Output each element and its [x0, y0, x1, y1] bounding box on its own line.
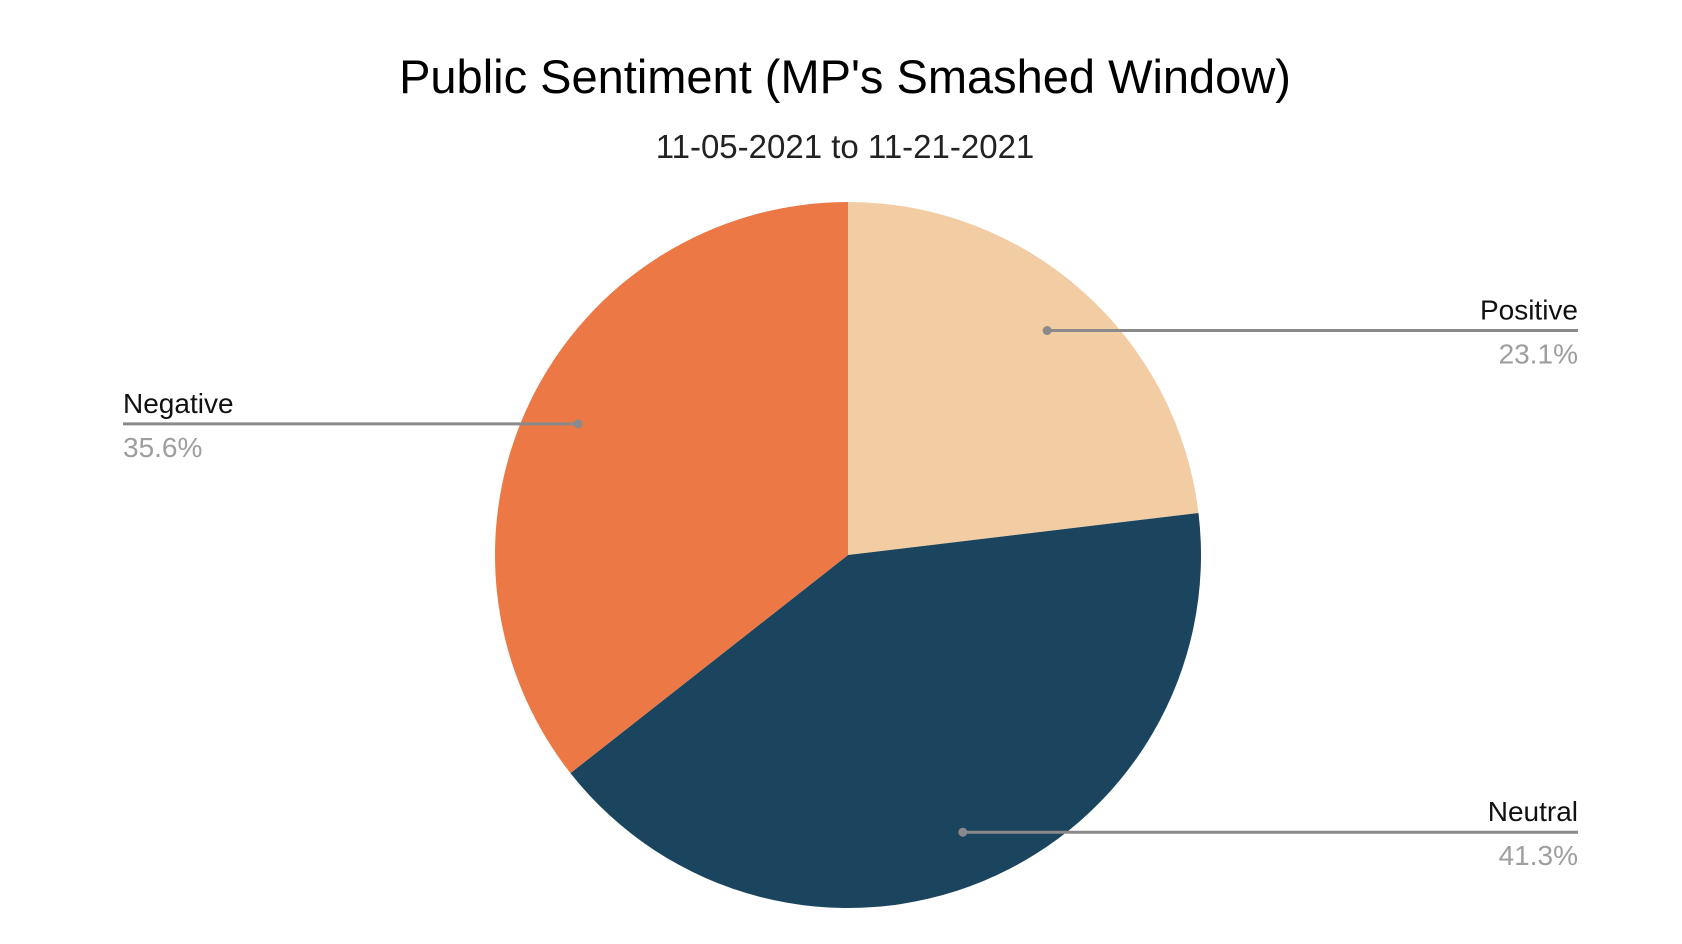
slice-label-positive: Positive — [1480, 295, 1578, 326]
pie-slice-negative — [495, 202, 848, 774]
slice-label-neutral: Neutral — [1488, 796, 1578, 827]
slice-value-positive: 23.1% — [1499, 339, 1578, 370]
slice-labels: Positive 23.1% Neutral 41.3% Negative 35.6% — [123, 295, 1578, 871]
pie-slices — [495, 202, 1201, 908]
chart-subtitle: 11-05-2021 to 11-21-2021 — [656, 128, 1035, 165]
slice-label-negative: Negative — [123, 388, 234, 419]
chart-title: Public Sentiment (MP's Smashed Window) — [399, 50, 1291, 103]
slice-value-negative: 35.6% — [123, 432, 202, 463]
pie-slice-positive — [848, 202, 1199, 555]
slice-value-neutral: 41.3% — [1499, 840, 1578, 871]
pie-slice-neutral — [570, 512, 1201, 908]
